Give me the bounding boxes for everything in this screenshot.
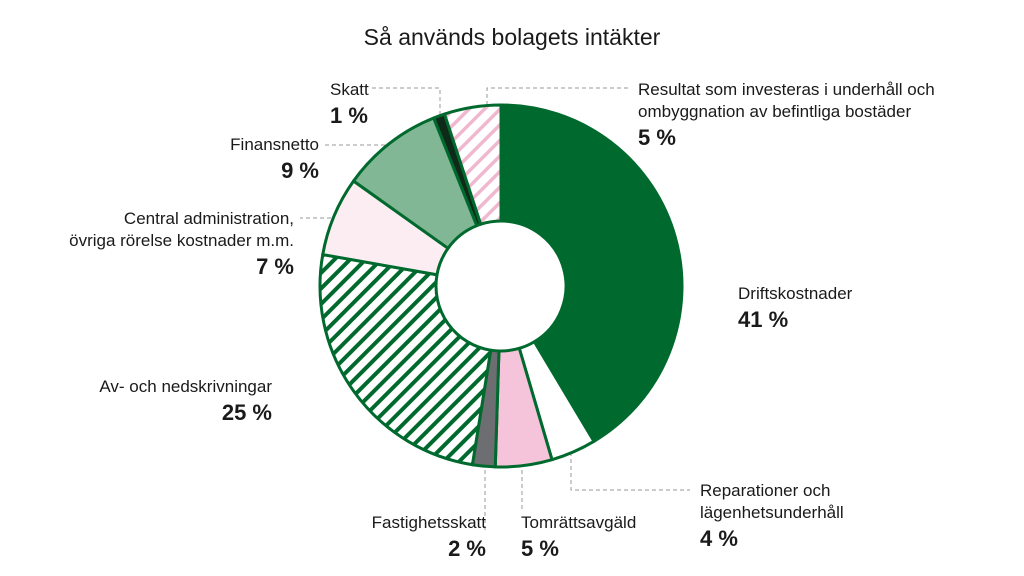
leader-line-resultat [486,87,630,112]
value-label: 4 % [700,526,738,551]
label-text: lägenhetsunderhåll [700,503,844,522]
label-reparationer: Reparationer och lägenhetsunderhåll 4 % [700,480,844,554]
label-text: Av- och nedskrivningar [99,377,272,396]
value-label: 25 % [221,400,272,425]
chart-title: Så används bolagets intäkter [363,24,661,50]
label-text: Tomrättsavgäld [521,513,637,532]
label-driftskostnader: Driftskostnader 41 % [738,283,852,335]
label-text: ombyggnation av befintliga bostäder [638,102,912,121]
slice-av- [318,253,493,467]
label-fastighetsskatt: Fastighetsskatt 2 % [372,512,486,564]
value-label: 41 % [738,307,789,332]
value-label: 5 % [521,536,559,561]
label-text: övriga rörelse kostnader m.m. [69,231,294,250]
label-text: Driftskostnader [738,284,853,303]
label-text: Skatt [330,80,369,99]
label-central-administration: Central administration, övriga rörelse k… [69,208,294,282]
label-text: Resultat som investeras i underhåll och [638,80,935,99]
slice-resultat [443,103,503,226]
label-finansnetto: Finansnetto 9 % [230,134,319,186]
label-text: Finansnetto [230,135,319,154]
value-label: 1 % [330,103,368,128]
leader-line-reparationer [570,445,690,491]
value-label: 5 % [638,125,676,150]
slice-driftskostnader [499,103,684,443]
label-av-och-nedskrivningar: Av- och nedskrivningar 25 % [99,376,272,428]
label-skatt: Skatt 1 % [330,79,369,131]
label-text: Reparationer och [700,481,831,500]
value-label: 9 % [281,158,319,183]
value-label: 7 % [256,254,294,279]
label-tomrattsavgald: Tomrättsavgäld 5 % [521,512,636,564]
label-text: Fastighetsskatt [371,513,486,532]
label-resultat: Resultat som investeras i underhåll och … [638,79,935,153]
leader-line-skatt [372,87,441,122]
label-text: Central administration, [123,209,294,228]
value-label: 2 % [448,536,486,561]
